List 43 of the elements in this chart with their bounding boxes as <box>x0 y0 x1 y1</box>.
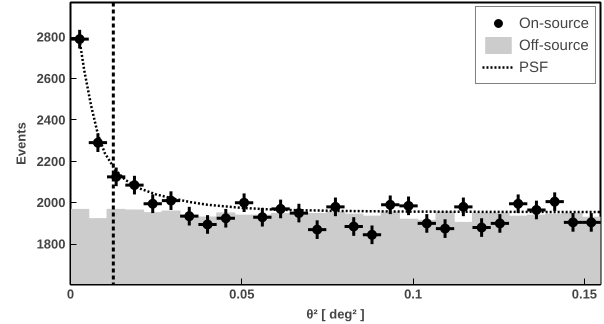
point <box>476 222 487 233</box>
legend-label: On-source <box>518 14 589 32</box>
y-tick-label: 2600 <box>36 70 66 86</box>
x-tick-label: 0.1 <box>404 286 422 302</box>
legend-label: Off-source <box>518 36 589 54</box>
point <box>348 222 359 232</box>
y-tick-label: 1800 <box>36 236 66 252</box>
point <box>586 217 596 228</box>
y-axis-title: Events <box>14 122 29 165</box>
point <box>568 217 578 228</box>
point <box>404 200 414 211</box>
y-tick-label: 2000 <box>36 195 66 210</box>
y-tick-label: 2800 <box>36 30 66 45</box>
point <box>494 218 505 228</box>
x-axis-title: θ² [ deg² ] <box>306 306 365 322</box>
x-tick-label: 0.05 <box>229 286 254 302</box>
point <box>550 196 560 207</box>
point <box>440 224 450 234</box>
point <box>312 224 322 235</box>
point <box>294 208 304 218</box>
legend-label: PSF <box>518 58 548 76</box>
point <box>74 34 85 44</box>
point <box>385 200 396 210</box>
point <box>531 204 542 215</box>
point <box>148 198 158 209</box>
point <box>513 198 524 209</box>
point <box>184 211 194 222</box>
point <box>166 196 176 206</box>
point <box>330 202 340 212</box>
point <box>202 219 213 230</box>
point <box>129 180 140 190</box>
point <box>257 212 268 222</box>
point <box>366 230 377 240</box>
point <box>458 202 468 212</box>
point <box>276 204 286 214</box>
y-tick-label: 2400 <box>36 112 66 128</box>
x-tick-label: 0 <box>66 286 74 302</box>
point <box>239 198 250 208</box>
point <box>220 213 231 224</box>
x-tick-label: 0.15 <box>572 286 598 302</box>
y-tick-label: 2200 <box>36 154 66 169</box>
point <box>422 218 432 228</box>
point <box>92 138 103 148</box>
